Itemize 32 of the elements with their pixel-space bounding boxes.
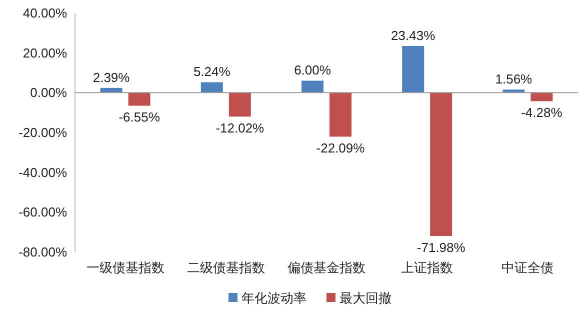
y-tick-label: -80.00% — [18, 244, 68, 260]
x-tick-label: 中证全债 — [502, 260, 554, 275]
bar — [430, 92, 452, 236]
bar — [402, 46, 424, 93]
data-label: 23.43% — [391, 28, 436, 43]
legend-label: 年化波动率 — [242, 290, 306, 306]
legend-label: 最大回撤 — [340, 290, 392, 306]
data-label: -22.09% — [316, 140, 366, 156]
data-label: 1.56% — [495, 72, 533, 87]
y-tick-label: -60.00% — [18, 204, 68, 220]
data-label: -71.98% — [416, 240, 466, 256]
y-tick-label: 20.00% — [22, 45, 68, 60]
bar — [330, 92, 352, 137]
bar — [530, 92, 553, 102]
bar — [228, 92, 251, 117]
data-label: -4.28% — [521, 105, 563, 120]
data-label: 6.00% — [294, 62, 332, 78]
y-tick-label: -20.00% — [18, 125, 68, 140]
x-tick-label: 偏债基金指数 — [288, 260, 366, 275]
y-tick-label: 0.00% — [30, 85, 68, 100]
bar — [128, 92, 150, 106]
data-label: 5.24% — [193, 64, 231, 80]
bar — [200, 82, 223, 93]
x-tick-label: 二级债基指数 — [186, 260, 265, 275]
data-label: -6.55% — [118, 110, 160, 125]
data-label: -12.02% — [216, 120, 265, 136]
data-label: 2.39% — [92, 70, 130, 85]
x-tick-label: 一级债基指数 — [86, 260, 164, 275]
y-tick-label: 40.00% — [22, 6, 68, 21]
bar — [302, 80, 324, 93]
x-tick-label: 上证指数 — [401, 260, 454, 275]
y-tick-label: -40.00% — [18, 164, 68, 180]
